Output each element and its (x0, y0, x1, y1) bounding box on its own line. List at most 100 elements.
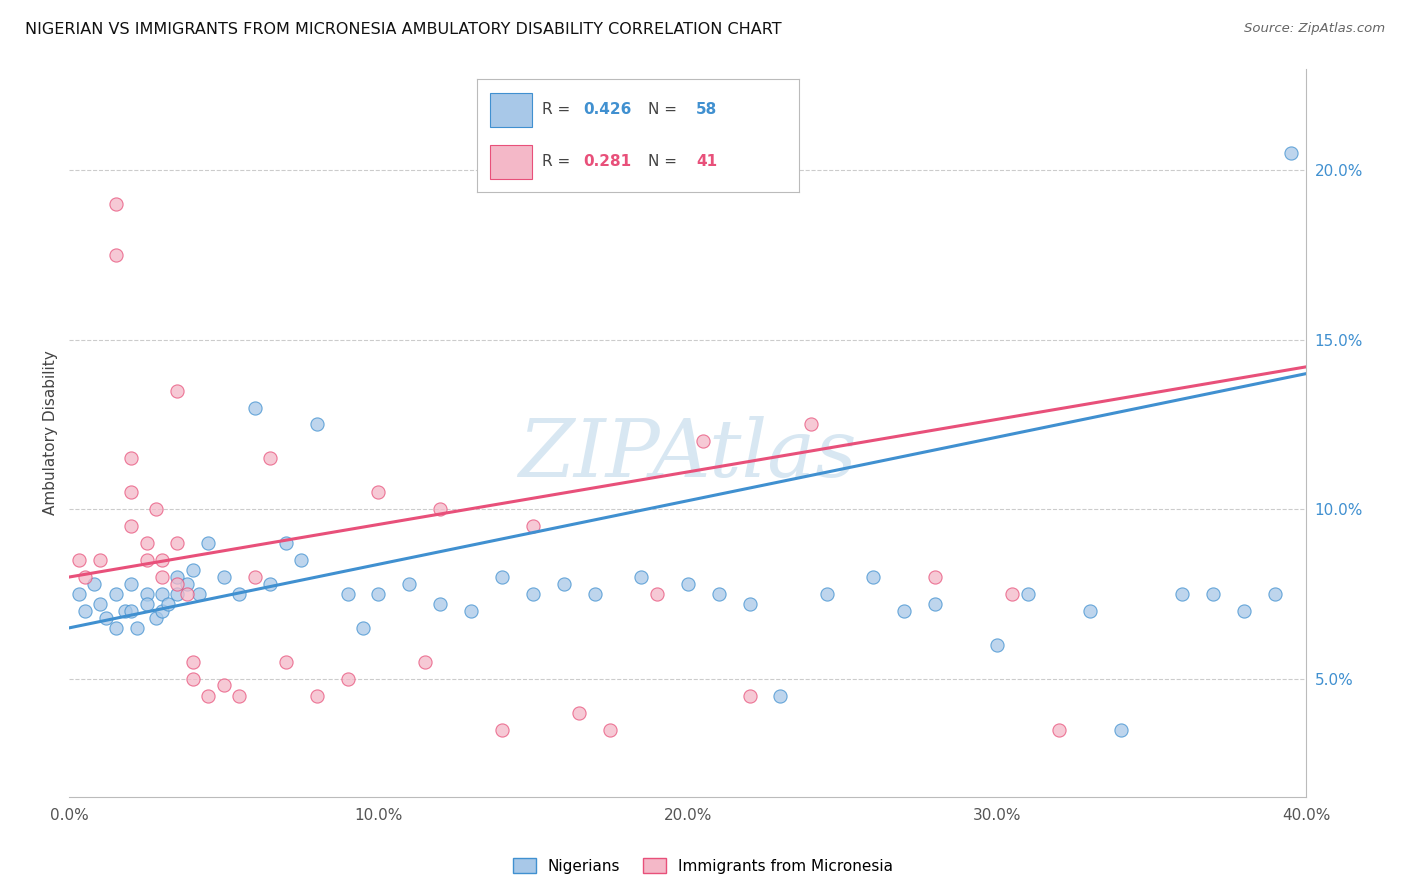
Point (96, 610, 118, 624)
Text: ZIPAtlas: ZIPAtlas (519, 416, 856, 493)
Point (707, 587, 730, 601)
Point (460, 604, 482, 618)
Point (1078, 604, 1101, 618)
Point (127, 621, 149, 635)
Point (1264, 587, 1286, 601)
Point (73, 570, 96, 584)
Point (181, 655, 204, 669)
Point (135, 597, 157, 611)
Point (1279, 146, 1302, 161)
Point (599, 723, 621, 737)
Point (1171, 587, 1194, 601)
Point (120, 485, 142, 500)
Point (769, 689, 792, 703)
Point (429, 502, 451, 516)
Point (243, 570, 266, 584)
Point (645, 587, 668, 601)
Point (367, 587, 389, 601)
Y-axis label: Ambulatory Disability: Ambulatory Disability (44, 351, 58, 516)
Point (114, 604, 136, 618)
Point (429, 597, 451, 611)
Point (1017, 587, 1039, 601)
Point (83, 576, 105, 591)
Point (212, 570, 235, 584)
Point (67, 587, 90, 601)
Point (924, 597, 946, 611)
Point (243, 401, 266, 415)
Point (67, 553, 90, 567)
Point (862, 570, 884, 584)
Point (166, 587, 188, 601)
Point (135, 587, 157, 601)
Point (120, 576, 142, 591)
Point (166, 576, 188, 591)
Point (104, 197, 127, 211)
Point (553, 576, 575, 591)
Point (336, 672, 359, 686)
Point (522, 587, 544, 601)
Point (73, 604, 96, 618)
Point (800, 417, 823, 432)
Point (1047, 723, 1070, 737)
Point (181, 672, 204, 686)
Point (1202, 587, 1225, 601)
Point (89, 553, 111, 567)
Point (228, 689, 250, 703)
Point (145, 610, 167, 624)
Point (104, 248, 127, 262)
Point (135, 536, 157, 550)
Point (986, 638, 1008, 652)
Point (413, 655, 436, 669)
Point (398, 576, 420, 591)
Point (176, 576, 198, 591)
Point (305, 417, 328, 432)
Point (893, 604, 915, 618)
Point (145, 502, 167, 516)
Point (150, 553, 173, 567)
Point (259, 576, 281, 591)
Point (120, 519, 142, 533)
Point (491, 723, 513, 737)
Point (274, 655, 297, 669)
Point (738, 689, 761, 703)
Point (150, 604, 173, 618)
Point (274, 536, 297, 550)
Point (181, 563, 204, 577)
Point (259, 451, 281, 466)
Point (1001, 587, 1024, 601)
Point (197, 689, 219, 703)
Point (336, 587, 359, 601)
Point (89, 597, 111, 611)
Point (924, 570, 946, 584)
Point (568, 706, 591, 720)
Point (104, 587, 127, 601)
Point (150, 570, 173, 584)
Point (120, 451, 142, 466)
Point (188, 587, 211, 601)
Point (367, 485, 389, 500)
Point (104, 621, 127, 635)
Point (1233, 604, 1256, 618)
Point (815, 587, 838, 601)
Point (630, 570, 652, 584)
Point (290, 553, 312, 567)
Point (352, 621, 374, 635)
Point (692, 434, 714, 449)
Point (738, 597, 761, 611)
Legend: Nigerians, Immigrants from Micronesia: Nigerians, Immigrants from Micronesia (506, 852, 900, 880)
Point (1109, 723, 1132, 737)
Point (228, 587, 250, 601)
Point (120, 604, 142, 618)
Point (166, 570, 188, 584)
Point (305, 689, 328, 703)
Point (176, 587, 198, 601)
Point (166, 384, 188, 398)
Point (491, 570, 513, 584)
Point (522, 519, 544, 533)
Point (157, 597, 180, 611)
Point (166, 536, 188, 550)
Point (197, 536, 219, 550)
Point (583, 587, 606, 601)
Text: Source: ZipAtlas.com: Source: ZipAtlas.com (1244, 22, 1385, 36)
Point (676, 576, 699, 591)
